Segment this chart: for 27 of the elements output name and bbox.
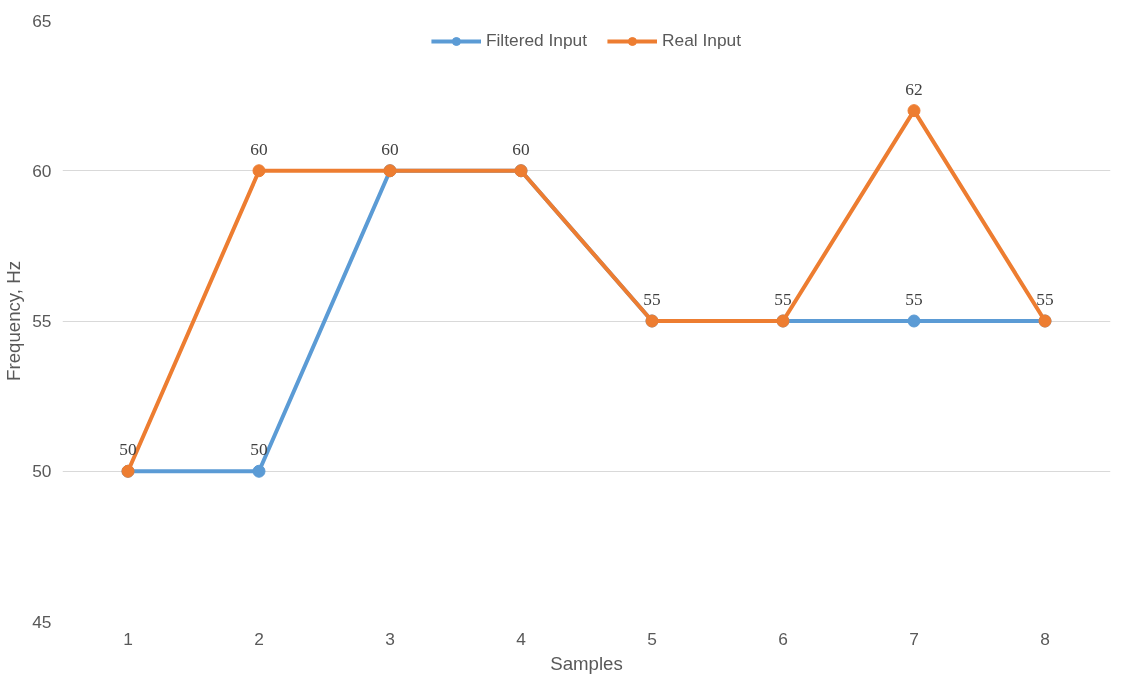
x-tick-label: 6 [778,628,788,649]
data-label: 60 [381,139,399,159]
x-tick-label: 8 [1040,628,1050,649]
data-label: 50 [250,440,268,460]
data-label: 60 [512,139,530,159]
y-tick-label: 45 [32,611,52,632]
x-tick-label: 3 [385,628,395,649]
legend-label: Filtered Input [485,30,588,51]
y-tick-label: 55 [32,311,52,331]
x-tick-label: 1 [123,628,133,649]
x-tick-label: 7 [909,628,919,649]
data-label: 50 [119,440,137,460]
x-tick-label: 5 [647,628,657,649]
x-tick-label: 4 [516,628,527,649]
data-label: 55 [1036,290,1054,309]
data-label: 55 [774,290,792,309]
data-label: 55 [905,290,923,309]
legend-label: Real Input [662,30,742,51]
y-tick-label: 60 [32,160,52,181]
x-axis-title: Samples [550,652,623,674]
y-tick-label: 65 [32,10,52,31]
data-label: 55 [643,290,661,309]
x-tick-label: 2 [254,628,264,649]
data-label: 60 [250,139,268,159]
y-tick-label: 50 [32,461,52,482]
y-axis-title: Frequency, Hz [3,261,25,381]
data-label: 62 [905,79,923,99]
